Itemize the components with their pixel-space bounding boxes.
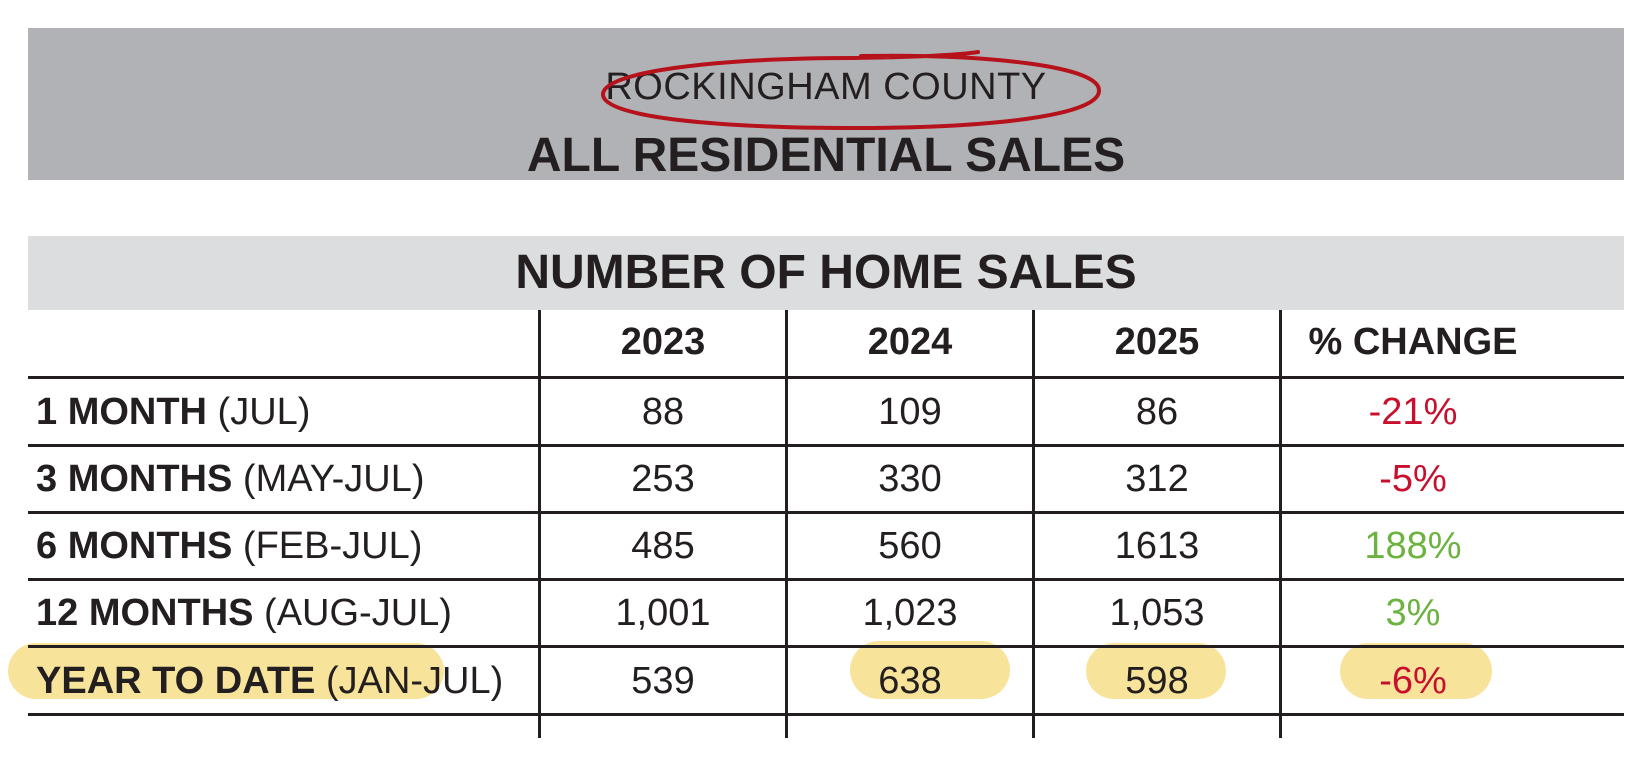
cell-3-months-change: -5% [1379, 458, 1447, 500]
cell-6-months-2024: 560 [878, 525, 942, 567]
row-label-3-months: 3 MONTHS (MAY-JUL) [36, 445, 425, 513]
report-title: ALL RESIDENTIAL SALES [526, 129, 1126, 182]
cell-12-months-2023: 1,001 [615, 592, 711, 634]
column-divider [1032, 310, 1035, 738]
county-name: ROCKINGHAM COUNTY [605, 66, 1047, 108]
row-divider [28, 713, 1624, 716]
cell-1-month-change: -21% [1368, 391, 1458, 433]
cell-6-months-2023: 485 [631, 525, 695, 567]
cell-6-months-change: 188% [1364, 525, 1462, 567]
row-label-period: 3 MONTHS [36, 458, 233, 500]
row-label-period: YEAR TO DATE [36, 660, 316, 702]
cell-1-month-2023: 88 [641, 391, 685, 433]
column-divider [538, 310, 541, 738]
row-label-year-to-date: YEAR TO DATE (JAN-JUL) [36, 647, 503, 715]
row-divider [28, 645, 1624, 648]
cell-1-month-2025: 86 [1135, 391, 1179, 433]
cell-3-months-2025: 312 [1125, 458, 1189, 500]
row-label-12-months: 12 MONTHS (AUG-JUL) [36, 579, 452, 647]
column-divider [1279, 310, 1282, 738]
cell-12-months-change: 3% [1385, 592, 1441, 634]
cell-year-to-date-2023: 539 [631, 660, 695, 702]
section-title: NUMBER OF HOME SALES [28, 236, 1624, 310]
column-header-change: % CHANGE [1308, 321, 1518, 363]
row-label-period: 1 MONTH [36, 391, 207, 433]
row-label-period: 12 MONTHS [36, 592, 254, 634]
row-label-range: (JUL) [207, 391, 311, 433]
header-banner: ROCKINGHAM COUNTY ALL RESIDENTIAL SALES [28, 28, 1624, 182]
cell-12-months-2024: 1,023 [862, 592, 958, 634]
cell-3-months-2023: 253 [631, 458, 695, 500]
highlight-mark-2025 [1086, 643, 1226, 699]
highlight-mark-2024 [850, 641, 1010, 699]
cell-year-to-date-2025: 598 [1125, 660, 1189, 702]
column-header-2025: 2025 [1114, 321, 1200, 363]
cell-12-months-2025: 1,053 [1109, 592, 1205, 634]
row-label-range: (AUG-JUL) [253, 592, 452, 634]
row-divider [28, 578, 1624, 581]
row-label-range: (FEB-JUL) [232, 525, 423, 567]
highlight-mark-label [8, 643, 444, 699]
column-divider [785, 310, 788, 738]
row-divider [28, 376, 1624, 379]
home-sales-table: 2023 2024 2025 % CHANGE 1 MONTH (JUL) 88… [8, 310, 1624, 738]
row-divider [28, 444, 1624, 447]
column-header-2024: 2024 [867, 321, 953, 363]
row-label-period: 6 MONTHS [36, 525, 233, 567]
highlight-mark-change [1340, 643, 1492, 699]
row-label-1-month: 1 MONTH (JUL) [36, 378, 310, 446]
row-label-range: (JAN-JUL) [315, 660, 504, 702]
column-header-2023: 2023 [620, 321, 706, 363]
cell-1-month-2024: 109 [878, 391, 942, 433]
row-label-range: (MAY-JUL) [232, 458, 425, 500]
cell-year-to-date-change: -6% [1379, 660, 1447, 702]
row-divider [28, 511, 1624, 514]
cell-6-months-2025: 1613 [1114, 525, 1200, 567]
row-label-6-months: 6 MONTHS (FEB-JUL) [36, 512, 422, 580]
cell-year-to-date-2024: 638 [878, 660, 942, 702]
cell-3-months-2024: 330 [878, 458, 942, 500]
